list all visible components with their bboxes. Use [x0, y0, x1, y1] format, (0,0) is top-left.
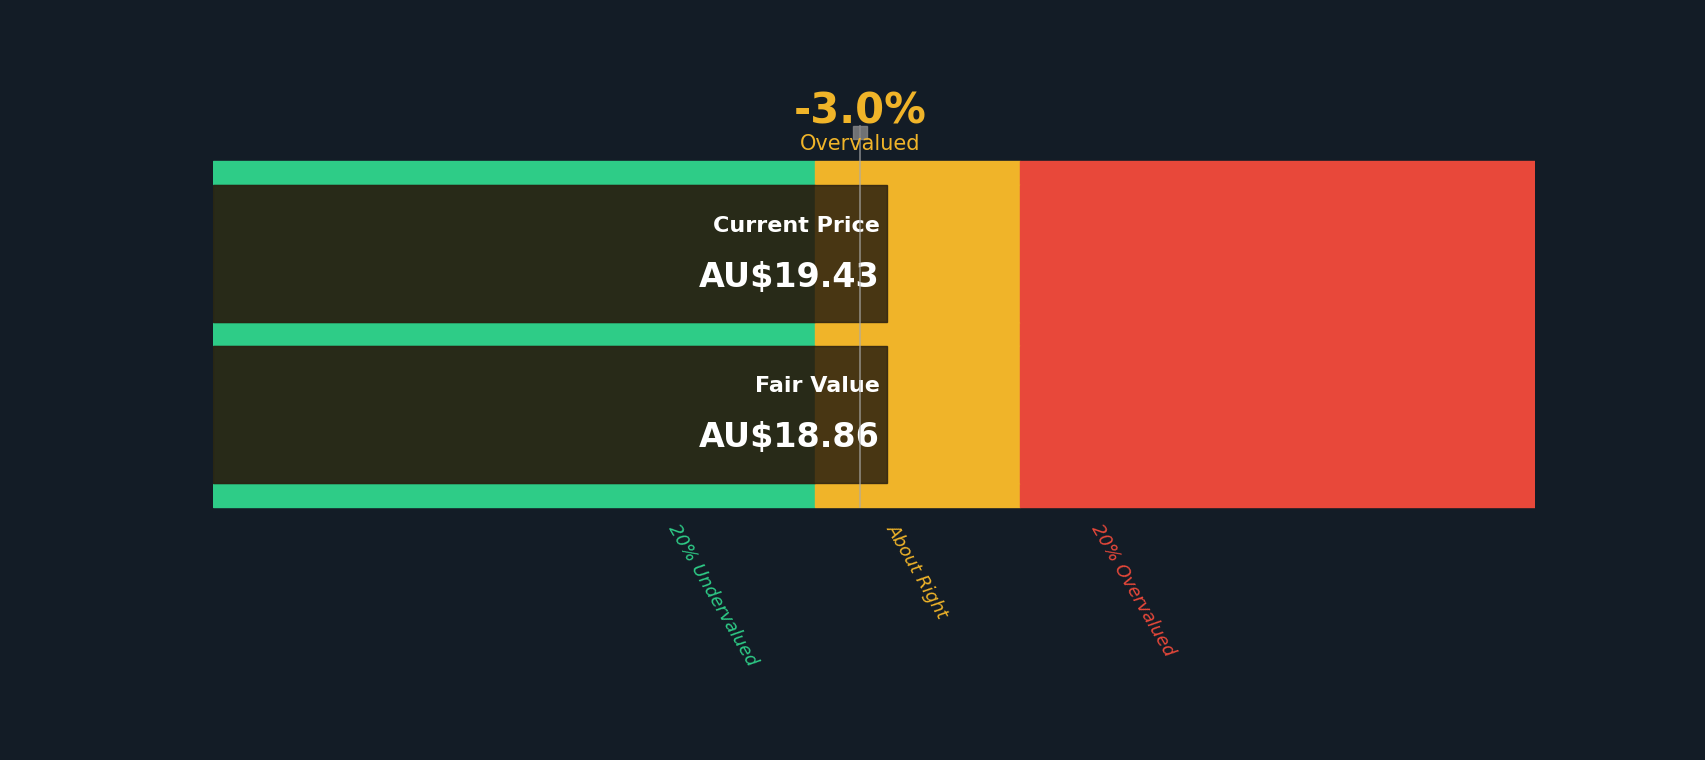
- Bar: [213, 161, 815, 185]
- Text: Overvalued: Overvalued: [800, 134, 919, 154]
- Text: Current Price: Current Price: [713, 216, 880, 236]
- Bar: [815, 483, 1020, 507]
- Text: 20% Overvalued: 20% Overvalued: [1088, 521, 1178, 660]
- Bar: [213, 346, 815, 483]
- Bar: [213, 185, 887, 322]
- Text: -3.0%: -3.0%: [793, 90, 926, 133]
- Bar: [815, 322, 1020, 346]
- Text: AU$18.86: AU$18.86: [699, 422, 880, 454]
- Bar: [815, 161, 1020, 185]
- Bar: [213, 185, 815, 322]
- Bar: [213, 322, 815, 346]
- Bar: [213, 483, 815, 507]
- Bar: [1020, 322, 1534, 346]
- Text: AU$19.43: AU$19.43: [699, 261, 880, 293]
- Text: 20% Undervalued: 20% Undervalued: [665, 521, 760, 670]
- Bar: [852, 126, 866, 139]
- Bar: [1020, 185, 1534, 322]
- Bar: [815, 346, 1020, 483]
- Bar: [815, 185, 1020, 322]
- Text: Fair Value: Fair Value: [755, 376, 880, 397]
- Bar: [1020, 161, 1534, 185]
- Bar: [1020, 483, 1534, 507]
- Bar: [1020, 346, 1534, 483]
- Bar: [213, 346, 887, 483]
- Text: About Right: About Right: [883, 521, 951, 622]
